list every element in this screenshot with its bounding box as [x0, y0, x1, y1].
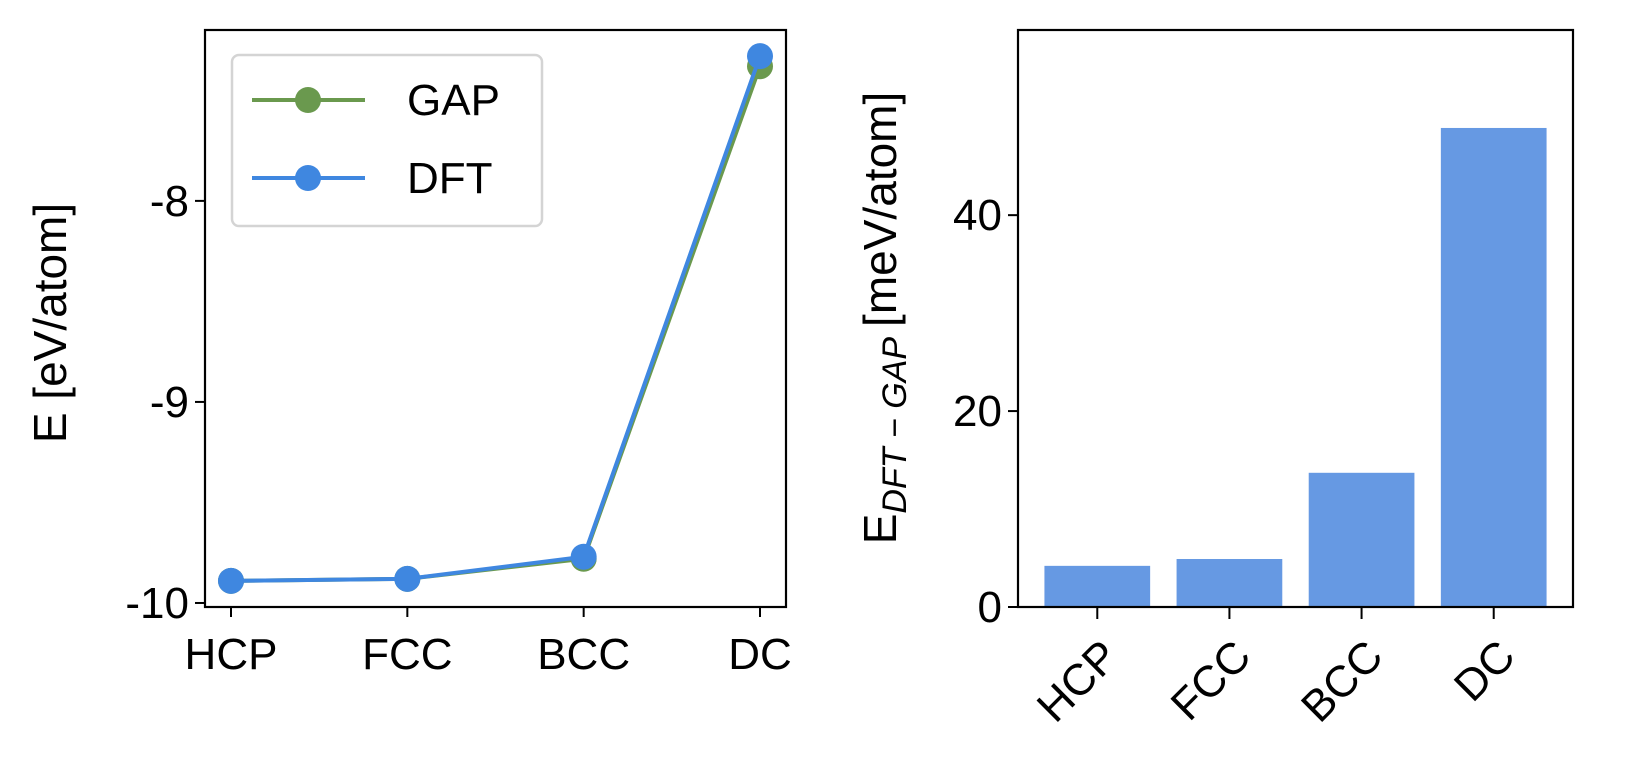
right-plot-frame: [1016, 28, 1575, 609]
left-tick-group: -10 -9 -8 HCP FCC BCC DC: [125, 177, 791, 679]
legend: GAP DFT: [230, 53, 544, 228]
right-y-axis-label: EDFT − GAP [meV/atom]: [854, 92, 914, 545]
right-y-tick-label: 0: [978, 583, 1002, 632]
bar-dc: [1440, 127, 1547, 607]
difference-bar-chart: EDFT − GAP [meV/atom] 0 20 40 HCP FCC BCC DC: [854, 28, 1575, 732]
point-dft-fcc: [394, 565, 421, 592]
left-plot-frame: [203, 28, 788, 609]
left-x-tick-label-fcc: FCC: [362, 630, 452, 679]
right-x-tick-label-fcc: FCC: [1162, 631, 1261, 730]
legend-label-gap: GAP: [407, 76, 500, 125]
left-y-tick-label: -9: [150, 378, 189, 427]
left-y-axis-label: E [eV/atom]: [24, 203, 76, 443]
right-y-tick-label: 20: [953, 387, 1002, 436]
right-y-label-main: E: [854, 514, 906, 545]
left-y-tick-label: -10: [125, 579, 189, 628]
bar-fcc: [1176, 558, 1283, 607]
legend-marker-gap: [295, 87, 321, 113]
point-dft-dc: [747, 43, 773, 70]
left-x-tick-label-bcc: BCC: [537, 630, 630, 679]
left-series-group: [218, 43, 773, 594]
left-x-tick-label-dc: DC: [728, 630, 792, 679]
energy-line-chart: E [eV/atom] -10 -9 -8 HCP FCC BCC DC GAP DFT: [24, 28, 792, 679]
series-line-dft: [230, 55, 762, 583]
right-tick-group: 0 20 40 HCP FCC BCC DC: [953, 191, 1525, 731]
right-x-tick-label-bcc: BCC: [1292, 631, 1392, 731]
legend-label-dft: DFT: [407, 154, 493, 203]
right-y-tick-label: 40: [953, 191, 1002, 240]
bar-hcp: [1044, 565, 1151, 607]
point-dft-hcp: [218, 567, 244, 594]
point-dft-bcc: [570, 543, 597, 570]
bar-bcc: [1308, 472, 1415, 607]
right-y-label-subscript: DFT − GAP: [876, 337, 914, 514]
left-x-tick-label-hcp: HCP: [185, 630, 278, 679]
right-bars-group: [1044, 127, 1547, 607]
right-x-tick-label-dc: DC: [1445, 631, 1525, 711]
legend-marker-dft: [295, 165, 321, 191]
right-y-label-unit: [meV/atom]: [854, 92, 906, 327]
right-x-tick-label-hcp: HCP: [1028, 631, 1128, 731]
left-y-tick-label: -8: [150, 177, 189, 226]
